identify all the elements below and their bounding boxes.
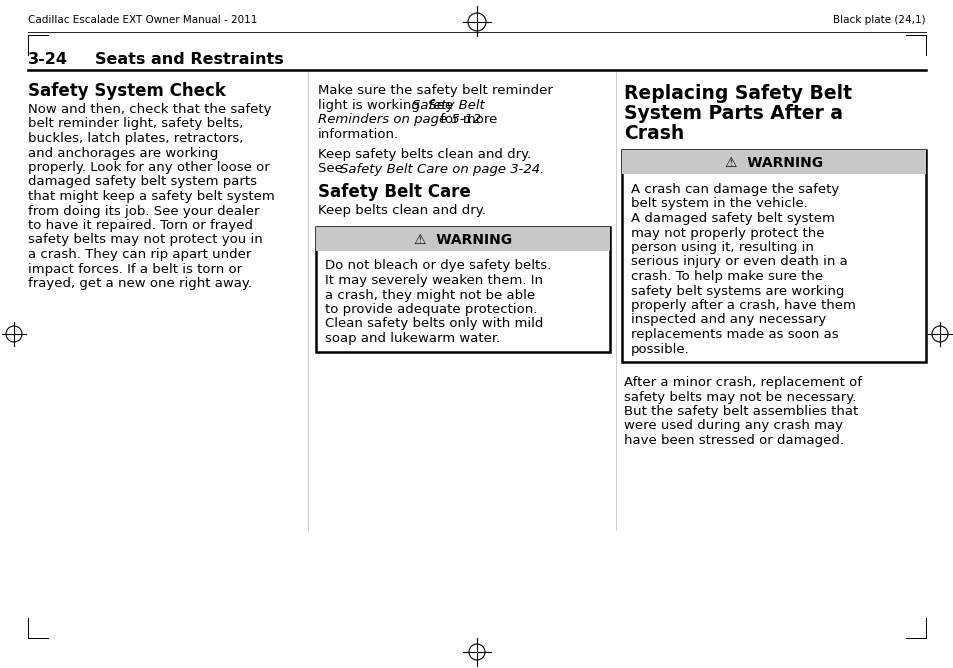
Text: replacements made as soon as: replacements made as soon as	[630, 328, 838, 341]
Text: Black plate (24,1): Black plate (24,1)	[833, 15, 925, 25]
Text: It may severely weaken them. In: It may severely weaken them. In	[325, 274, 542, 287]
Text: belt system in the vehicle.: belt system in the vehicle.	[630, 198, 807, 210]
Text: See: See	[317, 162, 347, 176]
Text: and anchorages are working: and anchorages are working	[28, 146, 218, 160]
Text: After a minor crash, replacement of: After a minor crash, replacement of	[623, 376, 862, 389]
Text: have been stressed or damaged.: have been stressed or damaged.	[623, 434, 843, 447]
Text: A crash can damage the safety: A crash can damage the safety	[630, 183, 839, 196]
Text: 3-24: 3-24	[28, 52, 68, 67]
Text: A damaged safety belt system: A damaged safety belt system	[630, 212, 834, 225]
Text: ⚠  WARNING: ⚠ WARNING	[414, 232, 512, 246]
Text: Make sure the safety belt reminder: Make sure the safety belt reminder	[317, 84, 553, 97]
Text: that might keep a safety belt system: that might keep a safety belt system	[28, 190, 274, 203]
Text: information.: information.	[317, 128, 398, 140]
Text: a crash. They can rip apart under: a crash. They can rip apart under	[28, 248, 251, 261]
Text: were used during any crash may: were used during any crash may	[623, 420, 842, 432]
Text: Keep safety belts clean and dry.: Keep safety belts clean and dry.	[317, 148, 531, 161]
Text: to provide adequate protection.: to provide adequate protection.	[325, 303, 537, 316]
Text: impact forces. If a belt is torn or: impact forces. If a belt is torn or	[28, 263, 242, 275]
Text: soap and lukewarm water.: soap and lukewarm water.	[325, 332, 499, 345]
Text: Crash: Crash	[623, 124, 683, 143]
Text: Safety System Check: Safety System Check	[28, 82, 226, 100]
Text: person using it, resulting in: person using it, resulting in	[630, 241, 813, 254]
Text: light is working. See: light is working. See	[317, 98, 456, 112]
Bar	[621, 150, 925, 174]
Text: Safety Belt: Safety Belt	[412, 98, 484, 112]
Text: a crash, they might not be able: a crash, they might not be able	[325, 289, 535, 301]
Text: frayed, get a new one right away.: frayed, get a new one right away.	[28, 277, 252, 290]
Text: possible.: possible.	[630, 343, 689, 355]
Text: safety belts may not be necessary.: safety belts may not be necessary.	[623, 391, 856, 403]
Text: may not properly protect the: may not properly protect the	[630, 226, 823, 240]
Text: safety belt systems are working: safety belt systems are working	[630, 285, 843, 297]
Text: from doing its job. See your dealer: from doing its job. See your dealer	[28, 204, 259, 218]
Text: inspected and any necessary: inspected and any necessary	[630, 313, 825, 327]
Bar	[621, 150, 925, 362]
Text: System Parts After a: System Parts After a	[623, 104, 842, 123]
Text: ⚠  WARNING: ⚠ WARNING	[724, 156, 822, 170]
Bar	[315, 226, 609, 250]
Text: Keep belts clean and dry.: Keep belts clean and dry.	[317, 204, 485, 217]
Text: damaged safety belt system parts: damaged safety belt system parts	[28, 176, 256, 188]
Text: Seats and Restraints: Seats and Restraints	[95, 52, 283, 67]
Text: Clean safety belts only with mild: Clean safety belts only with mild	[325, 317, 543, 331]
Text: Do not bleach or dye safety belts.: Do not bleach or dye safety belts.	[325, 259, 551, 273]
Text: Safety Belt Care: Safety Belt Care	[317, 183, 470, 201]
Text: Safety Belt Care on page 3-24.: Safety Belt Care on page 3-24.	[339, 162, 544, 176]
Text: buckles, latch plates, retractors,: buckles, latch plates, retractors,	[28, 132, 243, 145]
Text: properly after a crash, have them: properly after a crash, have them	[630, 299, 855, 312]
Text: serious injury or even death in a: serious injury or even death in a	[630, 255, 847, 269]
Text: Now and then, check that the safety: Now and then, check that the safety	[28, 103, 272, 116]
Text: to have it repaired. Torn or frayed: to have it repaired. Torn or frayed	[28, 219, 253, 232]
Bar	[315, 226, 609, 351]
Text: safety belts may not protect you in: safety belts may not protect you in	[28, 234, 262, 246]
Text: But the safety belt assemblies that: But the safety belt assemblies that	[623, 405, 858, 418]
Text: for more: for more	[436, 113, 497, 126]
Text: Cadillac Escalade EXT Owner Manual - 2011: Cadillac Escalade EXT Owner Manual - 201…	[28, 15, 257, 25]
Text: properly. Look for any other loose or: properly. Look for any other loose or	[28, 161, 270, 174]
Text: belt reminder light, safety belts,: belt reminder light, safety belts,	[28, 118, 243, 130]
Text: Replacing Safety Belt: Replacing Safety Belt	[623, 84, 851, 103]
Text: crash. To help make sure the: crash. To help make sure the	[630, 270, 822, 283]
Text: Reminders on page 5-12: Reminders on page 5-12	[317, 113, 480, 126]
